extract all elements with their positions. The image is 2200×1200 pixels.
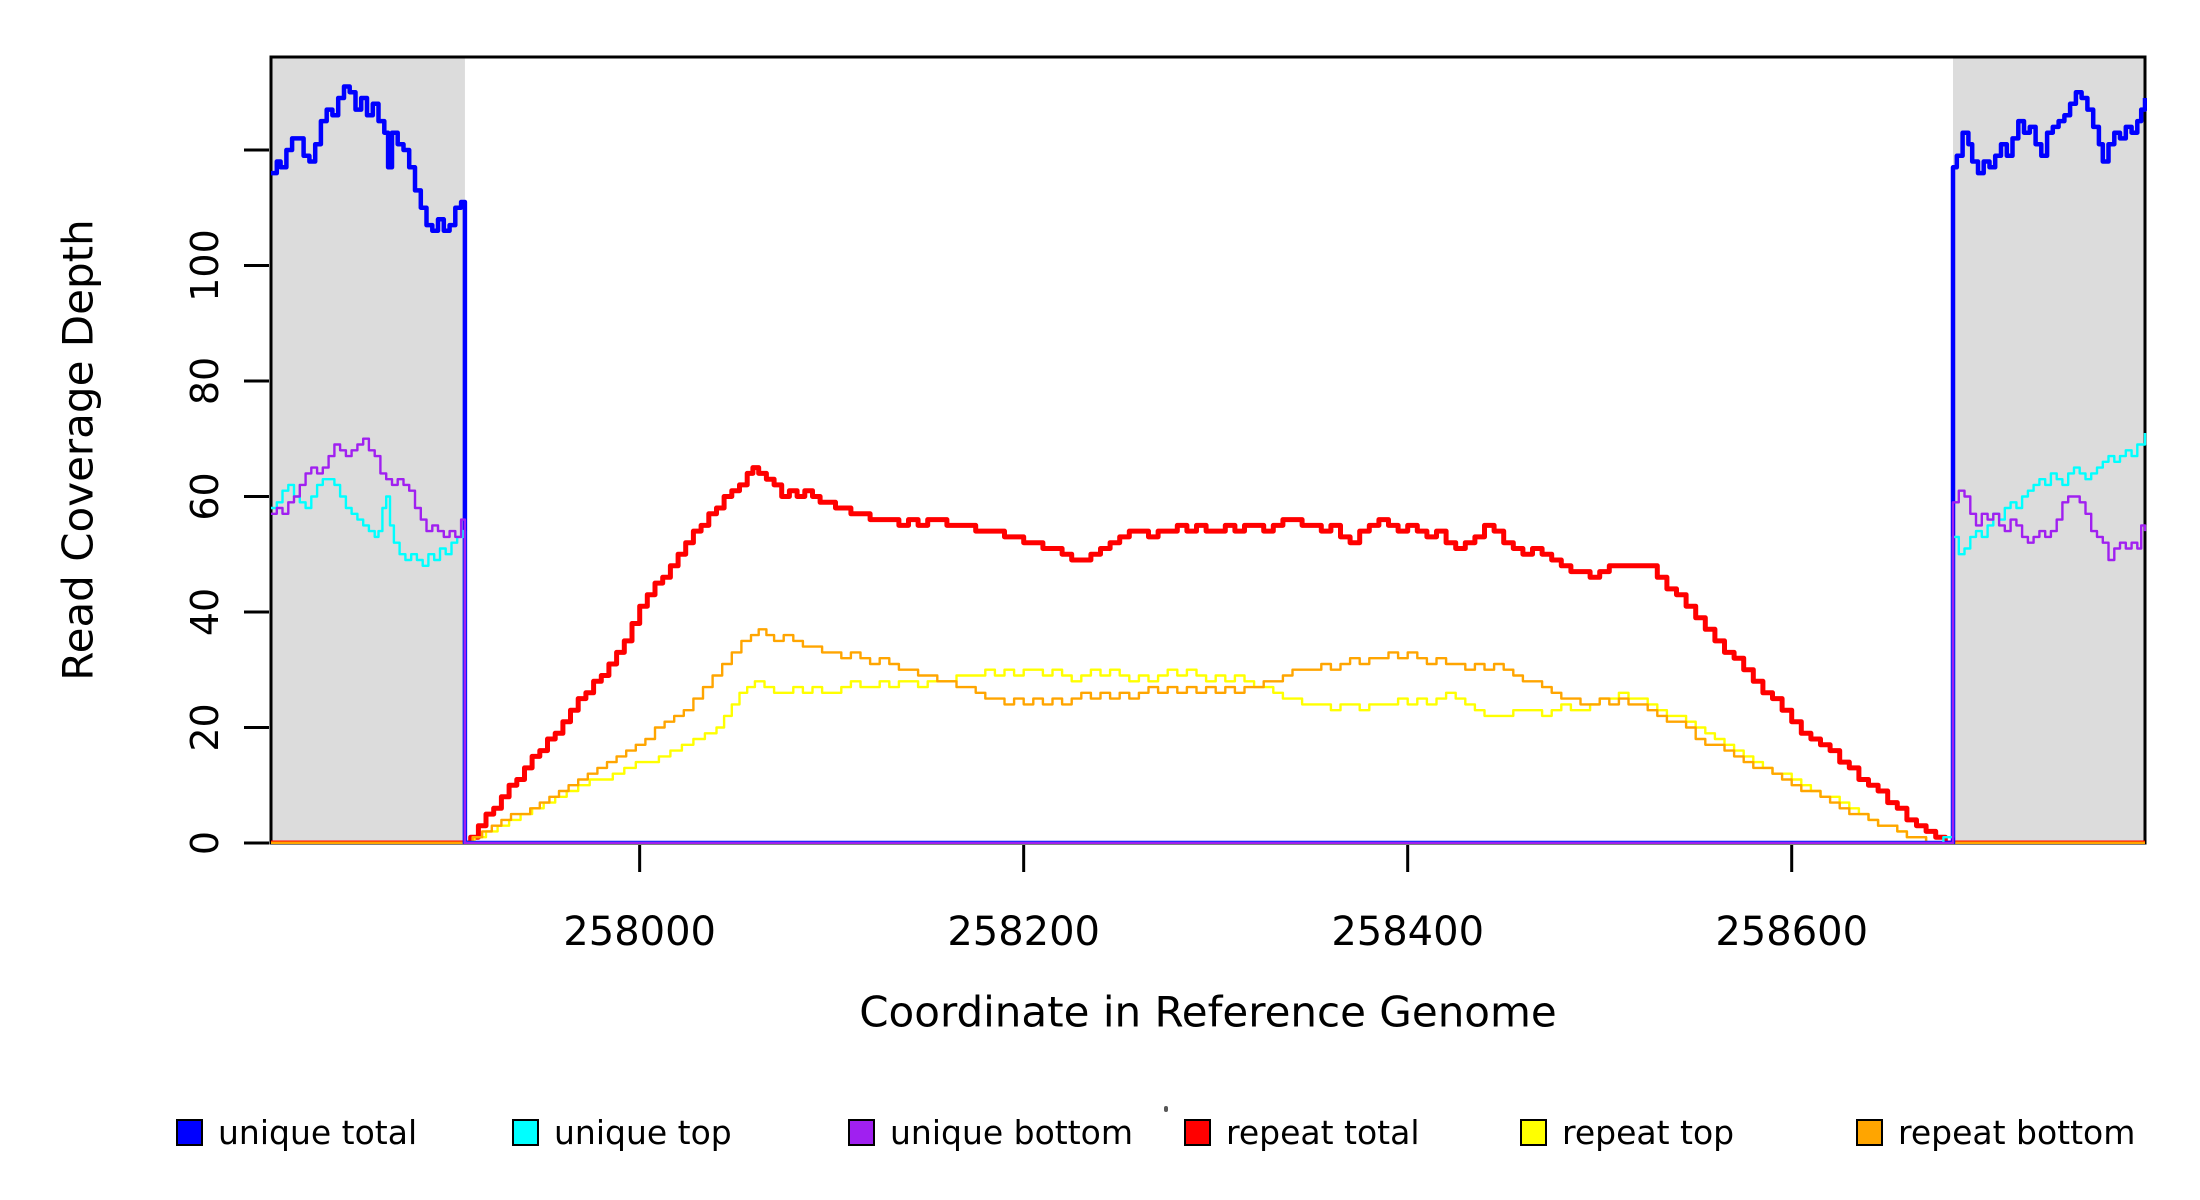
legend-item-repeat-top: repeat top [1520,1113,1856,1152]
legend-label: repeat top [1562,1112,1735,1152]
series-unique-bottom [271,437,2147,844]
series-repeat-bottom [271,628,2145,844]
x-tick-label: 258000 [563,909,716,955]
y-tick-label: 60 [183,472,227,520]
series-curves [271,84,2147,844]
legend-item-repeat-total: repeat total [1184,1113,1520,1152]
repeat-bottom-swatch-icon [1856,1118,1883,1146]
unique-bottom-swatch-icon [848,1118,875,1146]
shaded-flank-region [1952,58,2145,842]
series-repeat-total [271,465,2145,844]
y-tick-label: 100 [183,229,227,302]
unique-total-swatch-icon [176,1118,203,1146]
series-repeat-top [271,668,2145,844]
x-axis-title: Coordinate in Reference Genome [859,987,1557,1037]
legend-label: unique bottom [890,1112,1134,1152]
y-axis-title: Read Coverage Depth [53,219,103,681]
repeat-total-swatch-icon [1184,1118,1211,1146]
legend-item-unique-top: unique top [512,1113,848,1152]
legend-label: repeat bottom [1898,1112,2136,1152]
legend-item-repeat-bottom: repeat bottom [1856,1113,2192,1152]
y-tick-label: 0 [183,831,227,855]
series-unique-total [271,84,2147,844]
y-tick-label: 20 [183,703,227,751]
legend-item-unique-bottom: unique bottom [848,1113,1184,1152]
legend-label: repeat total [1226,1112,1420,1152]
legend: unique total unique top unique bottom re… [176,1108,2200,1156]
x-tick-label: 258400 [1331,909,1484,955]
repeat-top-swatch-icon [1520,1118,1547,1146]
x-tick-label: 258600 [1715,909,1868,955]
y-tick-label: 40 [183,588,227,636]
axis-ticks [244,148,1794,872]
plot-border [269,55,2147,845]
stray-dot-artifact [1164,1106,1168,1112]
legend-label: unique top [554,1112,732,1152]
unique-top-swatch-icon [512,1118,539,1146]
y-tick-label: 80 [183,357,227,405]
legend-label: unique total [218,1112,418,1152]
legend-item-unique-total: unique total [176,1113,512,1152]
x-tick-label: 258200 [947,909,1100,955]
